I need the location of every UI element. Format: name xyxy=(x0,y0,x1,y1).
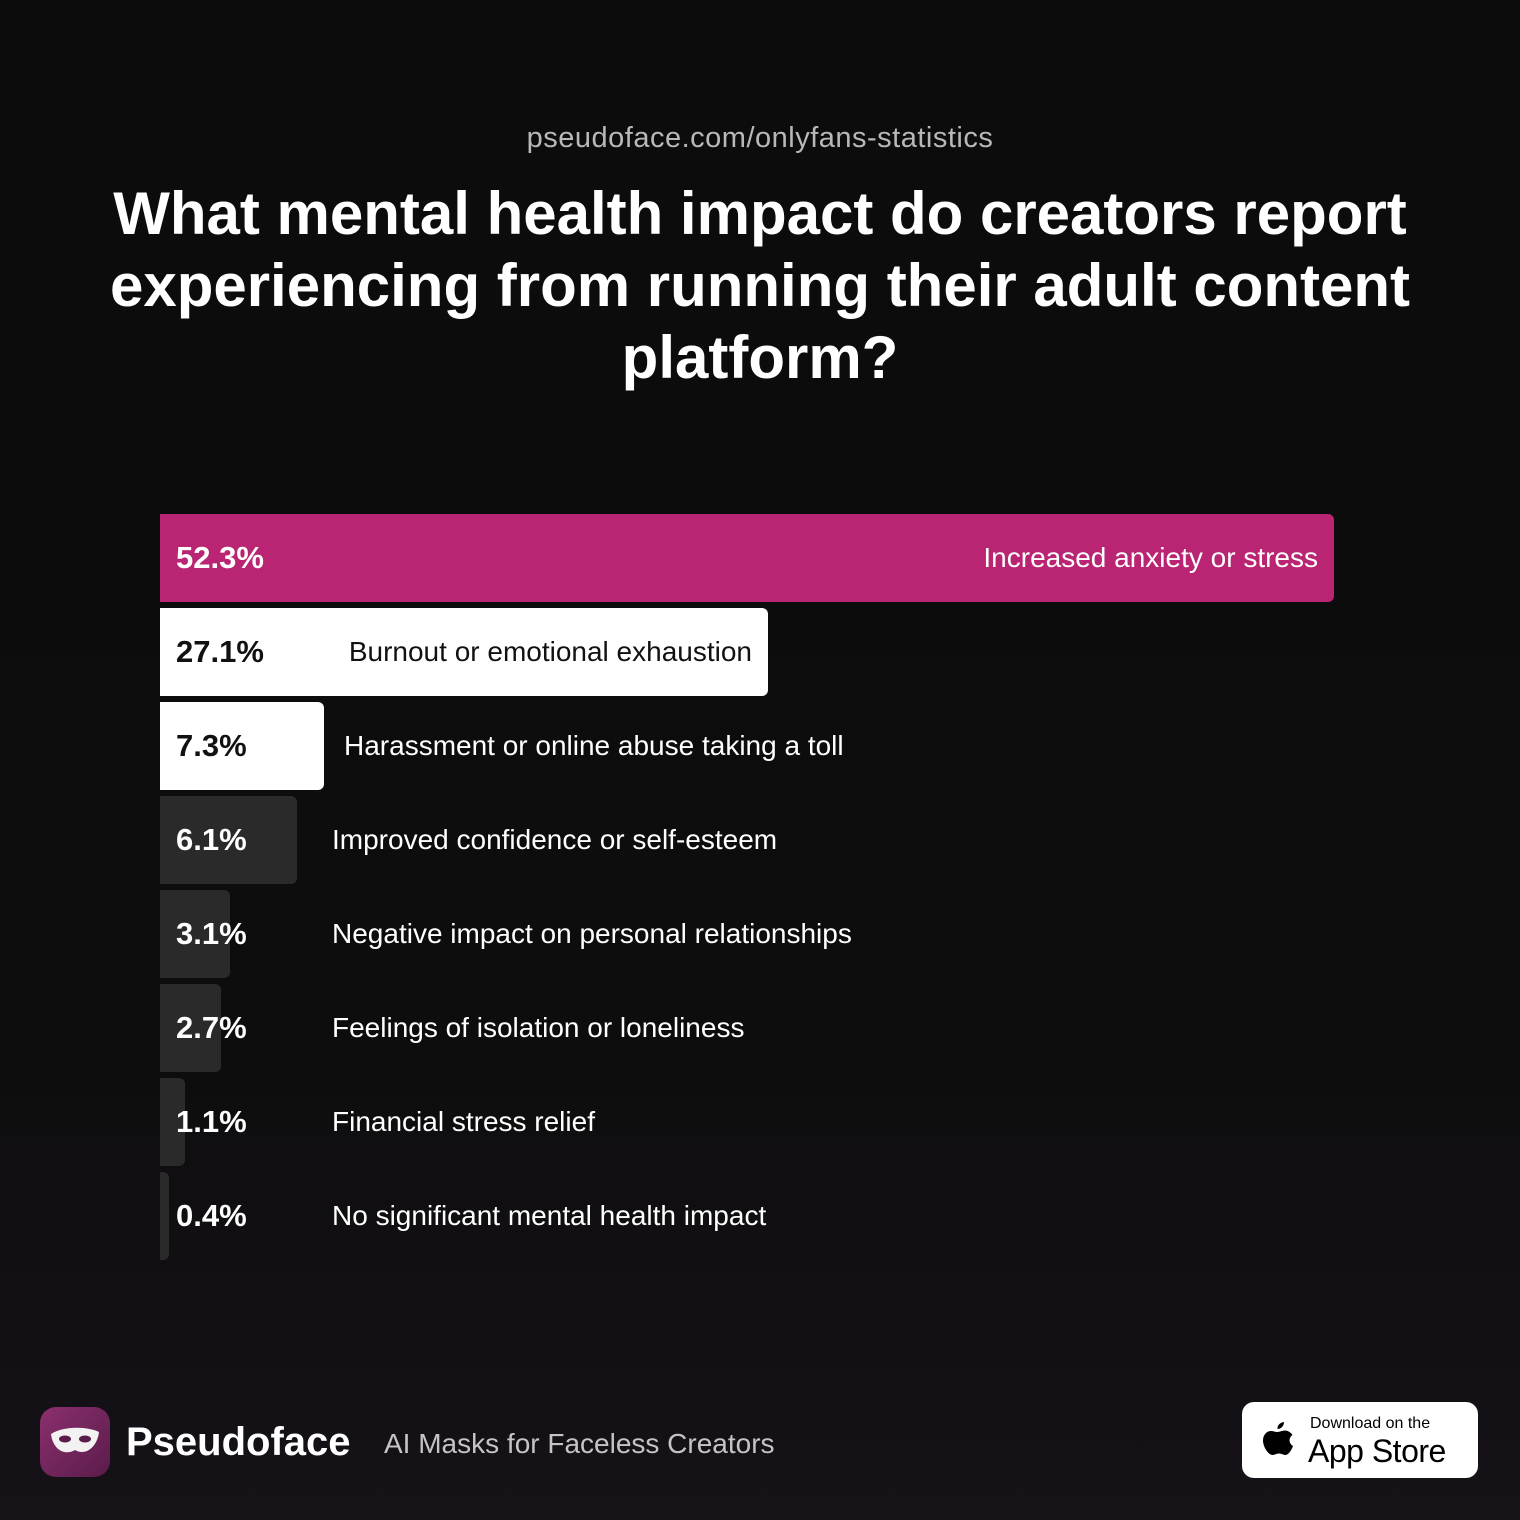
bar xyxy=(160,984,221,1072)
brand-logo xyxy=(40,1407,110,1477)
bar-category-label: Burnout or emotional exhaustion xyxy=(348,636,752,667)
badge-line2: App Store xyxy=(1308,1433,1446,1469)
source-url: pseudoface.com/onlyfans-statistics xyxy=(526,122,994,154)
bar-value-label: 52.3% xyxy=(176,540,264,575)
bar xyxy=(160,514,1334,602)
bar-category-label: Negative impact on personal relationship… xyxy=(332,918,852,949)
brand-tagline: AI Masks for Faceless Creators xyxy=(384,1428,775,1459)
bar-value-label: 27.1% xyxy=(176,634,264,669)
badge-line1: Download on the xyxy=(1310,1415,1431,1432)
bar-value-label: 0.4% xyxy=(176,1198,247,1233)
bar-category-label: Feelings of isolation or loneliness xyxy=(332,1012,745,1043)
bar xyxy=(160,1078,185,1166)
bar-category-label: Financial stress relief xyxy=(332,1106,595,1137)
app-store-badge[interactable]: Download on the App Store xyxy=(1242,1402,1478,1478)
chart-title: What mental health impact do creators re… xyxy=(109,180,1411,391)
bar xyxy=(160,1172,169,1260)
mask-icon xyxy=(51,1427,99,1453)
bar-value-label: 7.3% xyxy=(176,728,247,763)
bar-category-label: Harassment or online abuse taking a toll xyxy=(344,730,844,761)
bar-value-label: 2.7% xyxy=(176,1010,247,1045)
bar xyxy=(160,796,297,884)
bar-value-label: 1.1% xyxy=(176,1104,247,1139)
bar-value-label: 6.1% xyxy=(176,822,247,857)
brand-name: Pseudoface xyxy=(126,1420,351,1464)
apple-icon xyxy=(1263,1422,1293,1455)
bar-category-label: Increased anxiety or stress xyxy=(983,542,1318,573)
bar-value-label: 3.1% xyxy=(176,916,247,951)
bar xyxy=(160,890,230,978)
bar-category-label: Improved confidence or self-esteem xyxy=(332,824,778,855)
bar-category-label: No significant mental health impact xyxy=(332,1200,767,1231)
bar xyxy=(160,608,768,696)
bar xyxy=(160,702,324,790)
